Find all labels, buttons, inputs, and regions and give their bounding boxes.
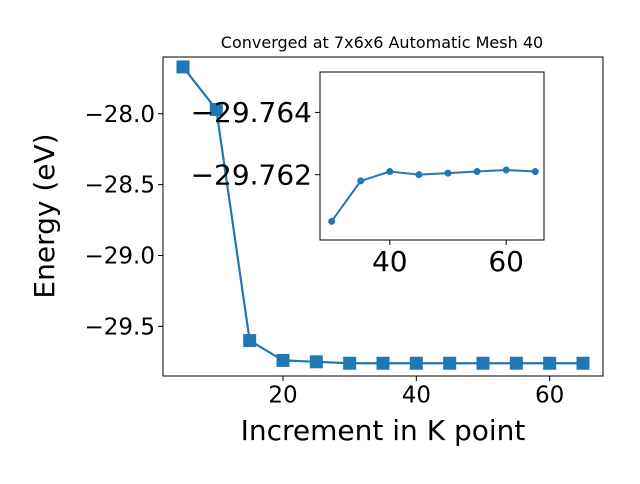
main-series-layer bbox=[176, 60, 590, 370]
inset-data-point-1 bbox=[357, 177, 365, 185]
main-data-point-7 bbox=[409, 356, 423, 370]
main-y-tick-label-2: −29.0 bbox=[85, 244, 155, 270]
main-data-point-6 bbox=[376, 356, 390, 370]
x-axis-label: Increment in K point bbox=[241, 414, 526, 447]
inset-background bbox=[320, 72, 544, 240]
inset-series-layer bbox=[328, 166, 539, 225]
main-y-tick-label-3: −29.5 bbox=[85, 314, 155, 340]
y-axis-label: Energy (eV) bbox=[28, 133, 61, 298]
main-y-tick-label-0: −28.0 bbox=[85, 102, 155, 128]
main-data-point-3 bbox=[276, 353, 290, 367]
main-y-tick-label-1: −28.5 bbox=[85, 173, 155, 199]
inset-data-point-2 bbox=[386, 168, 394, 176]
main-data-point-11 bbox=[543, 356, 557, 370]
main-data-point-5 bbox=[343, 356, 357, 370]
inset-data-point-7 bbox=[531, 168, 539, 176]
main-chart: Converged at 7x6x6 Automatic Mesh 40 20 4… bbox=[28, 33, 604, 447]
main-data-point-10 bbox=[509, 356, 523, 370]
inset-y-tick-label-1: −29.762 bbox=[191, 158, 312, 191]
inset-data-point-0 bbox=[328, 217, 336, 225]
inset-chart: 40 60 −29.764 −29.762 bbox=[191, 71, 545, 278]
inset-x-tick-label-1: 60 bbox=[488, 245, 524, 278]
main-data-point-4 bbox=[309, 355, 323, 369]
main-data-point-12 bbox=[576, 356, 590, 370]
inset-plot-frame bbox=[319, 71, 545, 241]
main-x-tick-label-0: 20 bbox=[268, 383, 297, 409]
main-data-point-8 bbox=[443, 356, 457, 370]
inset-x-tick-label-0: 40 bbox=[372, 245, 408, 278]
inset-data-point-6 bbox=[502, 166, 510, 174]
inset-data-point-3 bbox=[415, 171, 423, 179]
main-x-tick-label-2: 60 bbox=[535, 383, 564, 409]
inset-data-point-4 bbox=[444, 169, 452, 177]
inset-y-tick-label-0: −29.764 bbox=[191, 96, 312, 129]
main-plot-frame bbox=[162, 56, 604, 377]
main-data-point-1 bbox=[209, 102, 223, 116]
main-data-point-2 bbox=[243, 334, 257, 348]
main-axes-layer: 20 40 60 −28.0 −28.5 −29.0 −29.5 bbox=[85, 102, 565, 409]
main-data-point-9 bbox=[476, 356, 490, 370]
main-x-tick-label-1: 40 bbox=[402, 383, 431, 409]
main-data-point-0 bbox=[176, 60, 190, 74]
inset-axes-layer: 40 60 −29.764 −29.762 bbox=[191, 96, 524, 278]
inset-data-point-5 bbox=[473, 168, 481, 176]
chart-title: Converged at 7x6x6 Automatic Mesh 40 bbox=[221, 33, 543, 52]
inset-series-line bbox=[330, 169, 536, 222]
